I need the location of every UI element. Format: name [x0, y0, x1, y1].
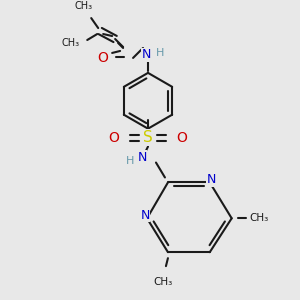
- Text: H: H: [156, 48, 164, 58]
- Text: H: H: [126, 155, 134, 166]
- Text: O: O: [109, 130, 120, 145]
- Text: CH₃: CH₃: [61, 38, 80, 48]
- Text: N: N: [207, 173, 216, 186]
- Text: CH₃: CH₃: [74, 1, 92, 11]
- Text: S: S: [143, 130, 153, 145]
- Text: CH₃: CH₃: [249, 213, 268, 223]
- Text: O: O: [98, 51, 109, 65]
- Text: O: O: [176, 130, 187, 145]
- Text: N: N: [140, 209, 150, 222]
- Text: N: N: [141, 48, 151, 62]
- Text: N: N: [137, 151, 147, 164]
- Text: CH₃: CH₃: [153, 277, 172, 287]
